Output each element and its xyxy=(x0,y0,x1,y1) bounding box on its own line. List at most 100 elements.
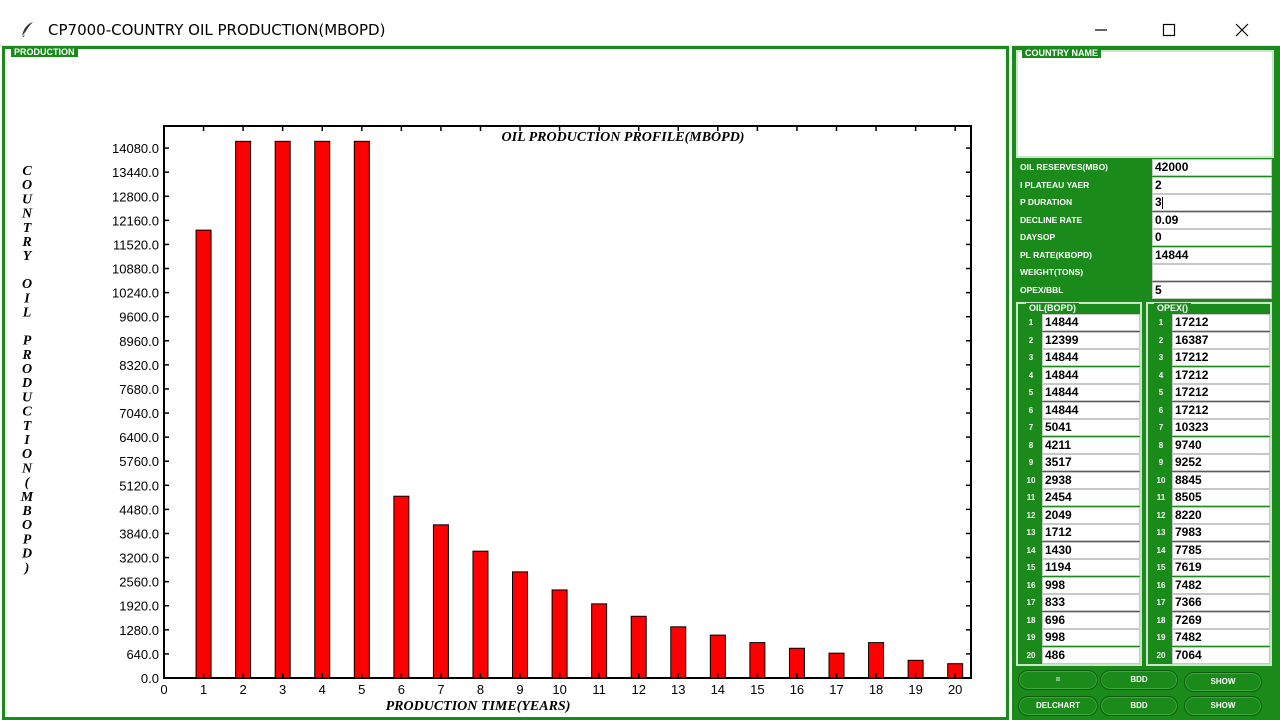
param-input[interactable]: 2 xyxy=(1152,176,1272,194)
opex-row: 5 17212 xyxy=(1150,384,1270,402)
oil-value[interactable]: 3517 xyxy=(1042,454,1140,471)
opex-value[interactable]: 17212 xyxy=(1172,366,1270,384)
x-tick-label: 18 xyxy=(869,682,883,697)
param-row: DECLINE RATE 0.09 xyxy=(1016,211,1274,230)
bdd-button-2[interactable]: BDD xyxy=(1100,696,1178,716)
oil-value[interactable]: 5041 xyxy=(1042,419,1140,436)
opex-value[interactable]: 7269 xyxy=(1172,611,1270,629)
oil-row: 12 2049 xyxy=(1020,506,1140,525)
oil-value[interactable]: 14844 xyxy=(1042,384,1140,401)
y-tick-label: 14080.0 xyxy=(112,141,159,156)
oil-value[interactable]: 2938 xyxy=(1042,471,1140,489)
row-index: 19 xyxy=(1156,633,1166,642)
oil-value[interactable]: 2049 xyxy=(1042,506,1140,524)
opex-value[interactable]: 9252 xyxy=(1172,454,1270,471)
opex-row: 15 7619 xyxy=(1150,559,1270,577)
opex-value[interactable]: 9740 xyxy=(1172,436,1270,454)
opex-value[interactable]: 16387 xyxy=(1172,331,1270,349)
y-tick-label: 8960.0 xyxy=(119,334,159,349)
oil-column-label: OIL(BOPD) xyxy=(1026,303,1079,313)
y-tick-label: 10880.0 xyxy=(112,262,159,277)
oil-value[interactable]: 833 xyxy=(1042,594,1140,611)
x-tick-label: 19 xyxy=(908,682,922,697)
y-tick-label: 1280.0 xyxy=(119,623,159,638)
opex-row: 14 7785 xyxy=(1150,541,1270,560)
oil-value[interactable]: 486 xyxy=(1042,646,1140,664)
opex-value[interactable]: 8505 xyxy=(1172,489,1270,506)
x-tick-label: 10 xyxy=(552,682,566,697)
opex-value[interactable]: 7983 xyxy=(1172,524,1270,541)
row-index: 15 xyxy=(1026,563,1036,572)
param-row: P DURATION 3 xyxy=(1016,194,1274,212)
close-button[interactable] xyxy=(1219,14,1265,46)
param-row: WEIGHT(TONS) xyxy=(1016,264,1274,282)
oil-value[interactable]: 696 xyxy=(1042,611,1140,629)
y-tick-label: 12160.0 xyxy=(112,213,159,228)
opex-value[interactable]: 7619 xyxy=(1172,559,1270,576)
country-name-box[interactable] xyxy=(1016,50,1274,158)
opex-value[interactable]: 17212 xyxy=(1172,401,1270,419)
param-row: I PLATEAU YAER 2 xyxy=(1016,176,1274,195)
oil-value[interactable]: 4211 xyxy=(1042,436,1140,454)
opex-value[interactable]: 7482 xyxy=(1172,629,1270,646)
oil-value[interactable]: 2454 xyxy=(1042,489,1140,506)
x-tick-label: 11 xyxy=(592,682,606,697)
chart-title: OIL PRODUCTION PROFILE(MBOPD) xyxy=(502,130,745,145)
equals-button[interactable]: = xyxy=(1018,670,1098,690)
opex-row: 6 17212 xyxy=(1150,401,1270,420)
opex-value[interactable]: 7366 xyxy=(1172,594,1270,611)
bar xyxy=(709,634,726,679)
param-input[interactable]: 0.09 xyxy=(1152,211,1272,229)
oil-value[interactable]: 998 xyxy=(1042,629,1140,646)
param-input[interactable]: 3 xyxy=(1152,194,1272,211)
row-index: 13 xyxy=(1026,528,1036,537)
oil-value[interactable]: 998 xyxy=(1042,576,1140,594)
opex-value[interactable]: 8220 xyxy=(1172,506,1270,524)
bdd-button-1[interactable]: BDD xyxy=(1100,670,1178,690)
oil-value[interactable]: 1430 xyxy=(1042,541,1140,559)
param-input[interactable]: 5 xyxy=(1152,281,1272,299)
show-button-1[interactable]: SHOW xyxy=(1184,672,1262,692)
oil-value[interactable]: 1712 xyxy=(1042,524,1140,541)
x-tick-label: 20 xyxy=(948,682,962,697)
x-tick-label: 16 xyxy=(790,682,804,697)
oil-column: 1 14844 2 12399 3 14844 4 14844 5 14844 6 14844 7 504… xyxy=(1016,302,1142,666)
opex-value[interactable]: 7785 xyxy=(1172,541,1270,559)
row-index: 20 xyxy=(1026,650,1036,660)
x-tick-label: 2 xyxy=(240,682,247,697)
oil-value[interactable]: 12399 xyxy=(1042,331,1140,349)
maximize-button[interactable] xyxy=(1146,14,1192,46)
oil-value[interactable]: 14844 xyxy=(1042,366,1140,384)
opex-row: 20 7064 xyxy=(1150,646,1270,665)
minimize-button[interactable] xyxy=(1078,14,1124,46)
opex-row: 9 9252 xyxy=(1150,454,1270,472)
row-index: 18 xyxy=(1026,615,1036,625)
oil-row: 19 998 xyxy=(1020,629,1140,647)
param-input[interactable]: 0 xyxy=(1152,229,1272,246)
param-input[interactable]: 14844 xyxy=(1152,246,1272,264)
opex-value[interactable]: 7482 xyxy=(1172,576,1270,594)
production-chart: 0.0640.01280.01920.02560.03200.03840.044… xyxy=(20,125,972,714)
opex-value[interactable]: 17212 xyxy=(1172,314,1270,331)
opex-value[interactable]: 17212 xyxy=(1172,349,1270,366)
opex-value[interactable]: 10323 xyxy=(1172,419,1270,436)
param-input[interactable]: 42000 xyxy=(1152,159,1272,176)
x-tick-label: 0 xyxy=(160,682,167,697)
param-input[interactable] xyxy=(1152,264,1272,281)
show-button-2[interactable]: SHOW xyxy=(1184,696,1262,716)
oil-value[interactable]: 14844 xyxy=(1042,314,1140,331)
text-caret xyxy=(1161,196,1163,209)
oil-value[interactable]: 14844 xyxy=(1042,349,1140,366)
delchart-button[interactable]: DELCHART xyxy=(1018,696,1098,716)
oil-row: 6 14844 xyxy=(1020,401,1140,420)
opex-value[interactable]: 7064 xyxy=(1172,646,1270,664)
param-row: OPEX/BBL 5 xyxy=(1016,281,1274,300)
oil-value[interactable]: 14844 xyxy=(1042,401,1140,419)
row-index: 7 xyxy=(1158,423,1164,432)
opex-value[interactable]: 8845 xyxy=(1172,471,1270,489)
y-tick-label: 5120.0 xyxy=(119,478,159,493)
opex-value[interactable]: 17212 xyxy=(1172,384,1270,401)
opex-row: 18 7269 xyxy=(1150,611,1270,630)
param-row: PL RATE(KBOPD) 14844 xyxy=(1016,246,1274,265)
oil-value[interactable]: 1194 xyxy=(1042,559,1140,576)
